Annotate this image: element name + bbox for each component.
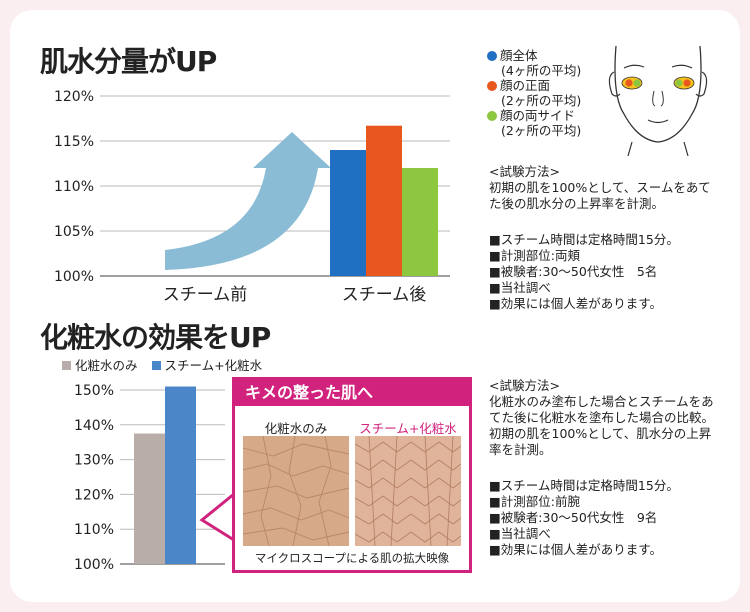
- y-tick-label: 110%: [74, 522, 114, 538]
- microscope-caption: マイクロスコープによる肌の拡大映像: [254, 551, 450, 565]
- y-tick-label: 100%: [54, 269, 94, 285]
- x-category-label: スチーム後: [342, 285, 427, 305]
- microscope-header: キメの整った肌へ: [235, 380, 469, 406]
- legend-item-face-sides: 顔の両サイド (2ヶ所の平均): [487, 108, 581, 138]
- bar-3: [402, 168, 438, 276]
- blue-dot-icon: [487, 51, 497, 61]
- x-category-label: スチーム前: [163, 285, 248, 305]
- gray-square-icon: [62, 361, 71, 370]
- chart1-method: <試験方法> 初期の肌を100%として、スームをあてた後の肌水分の上昇率を計測。: [489, 164, 711, 211]
- y-tick-label: 140%: [74, 418, 114, 434]
- chart2: 100% 110% 120% 130% 140% 150%: [74, 383, 225, 573]
- bar-1: [330, 150, 366, 276]
- y-tick-label: 150%: [74, 383, 114, 399]
- legend-item-lotion-only: 化粧水のみ: [62, 358, 138, 373]
- bar-1: [134, 433, 165, 564]
- green-dot-icon: [487, 111, 497, 121]
- y-tick-label: 115%: [54, 134, 94, 150]
- y-tick-label: 105%: [54, 224, 94, 240]
- microscope-left-label: 化粧水のみ: [264, 421, 328, 436]
- bar-2: [165, 386, 196, 564]
- chart2-legend: 化粧水のみ スチーム+化粧水: [62, 355, 262, 374]
- microscope-right-label: スチーム+化粧水: [359, 421, 457, 436]
- chart2-method: <試験方法> 化粧水のみ塗布した場合とスチームをあてた後に化粧水を塗布した場合の…: [489, 378, 715, 457]
- skin-image-steam-lotion: [355, 436, 461, 546]
- callout-pointer: [199, 492, 235, 542]
- rising-arrow: [165, 132, 331, 270]
- orange-dot-icon: [487, 81, 497, 91]
- chart1-notes: ■スチーム時間は定格時間15分。 ■計測部位:両頬 ■被験者:30〜50代女性 …: [489, 232, 679, 311]
- legend-item-face-whole: 顔全体 (4ヶ所の平均): [487, 48, 581, 78]
- y-tick-label: 120%: [74, 487, 114, 503]
- legend-item-face-front: 顔の正面 (2ヶ所の平均): [487, 78, 581, 108]
- chart1: 100% 105% 110% 115% 120% スチーム前 スチーム後: [54, 89, 450, 305]
- skin-image-lotion-only: [243, 436, 349, 546]
- y-tick-label: 100%: [74, 557, 114, 573]
- blue-square-icon: [151, 361, 161, 370]
- y-tick-label: 110%: [54, 179, 94, 195]
- y-tick-label: 120%: [54, 89, 94, 105]
- bar-2: [366, 125, 402, 276]
- face-illustration-icon: [608, 45, 708, 156]
- chart2-title: 化粧水の効果をUP: [40, 321, 271, 354]
- chart1-title: 肌水分量がUP: [40, 45, 217, 78]
- y-tick-label: 130%: [74, 453, 114, 469]
- chart1-legend: 顔全体 (4ヶ所の平均) 顔の正面 (2ヶ所の平均) 顔の両サイド (2ヶ所の平…: [487, 48, 581, 138]
- chart2-notes: ■スチーム時間は定格時間15分。 ■計測部位:前腕 ■被験者:30〜50代女性 …: [489, 478, 679, 557]
- microscope-panel: キメの整った肌へ 化粧水のみ スチーム+化粧水 マイクロスコープによる肌の拡大映…: [232, 377, 472, 573]
- legend-item-steam-lotion: スチーム+化粧水: [151, 358, 262, 373]
